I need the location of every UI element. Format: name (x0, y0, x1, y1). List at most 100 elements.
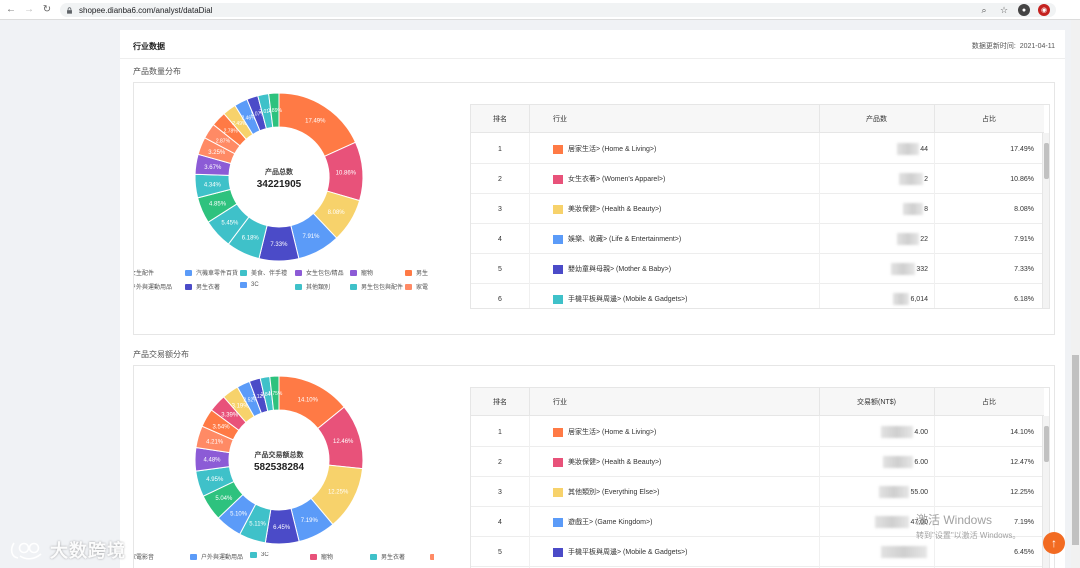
table-row[interactable]: 4 遊戲王> (Game Kingdom>) 47.00 7.19% (471, 507, 1049, 537)
redacted-value (899, 173, 924, 185)
page-scrollbar[interactable] (1071, 20, 1080, 568)
legend-item[interactable]: 男生衣著 (185, 282, 220, 291)
value-visible-text: 22 (920, 235, 928, 243)
legend-item[interactable]: 家電 (405, 282, 428, 291)
industry-color-swatch (553, 264, 563, 274)
value-cell: 4.00 (819, 417, 934, 447)
extension-icon[interactable]: ◉ (1038, 4, 1050, 16)
table-row[interactable]: 2 美妝保健> (Health & Beauty>) 6.00 12.47% (471, 447, 1049, 477)
table-header-cell[interactable]: 排名 (471, 105, 529, 133)
table-row[interactable]: 4 娛樂、收藏> (Life & Entertainment>) 22 7.91% (471, 224, 1049, 254)
table-header-cell[interactable]: 占比 (934, 105, 1044, 133)
table-scrollbar[interactable] (1042, 416, 1049, 568)
rank-cell: 6 (498, 295, 502, 303)
slice-data-label: 3.39% (221, 413, 239, 419)
table-header-cell[interactable]: 产品数 (819, 105, 934, 133)
rank-cell: 1 (498, 428, 502, 436)
redacted-value (893, 293, 910, 305)
slice-data-label: 7.19% (301, 518, 319, 524)
donut-center-value: 582538284 (253, 462, 305, 473)
slice-data-label: 4.95% (206, 477, 224, 483)
legend-item[interactable]: 户外與運動用品 (190, 552, 243, 561)
slice-data-label: 3.67% (204, 165, 222, 171)
value-visible-text: 2 (924, 175, 928, 183)
legend-swatch (350, 283, 357, 290)
legend-item[interactable]: 寵物 (310, 552, 333, 561)
legend-item[interactable]: 美食、伴手禮 (240, 268, 287, 277)
legend-item[interactable]: 其他類別 (295, 282, 330, 291)
page-scrollbar-thumb[interactable] (1072, 355, 1079, 545)
slice-data-label: 8.08% (328, 210, 346, 216)
legend-item[interactable]: 男生包包與配件 (350, 282, 403, 291)
legend-item[interactable]: 汽機車零件百貨 (185, 268, 238, 277)
legend-item[interactable]: 寵物 (350, 268, 373, 277)
legend-item[interactable]: 男生衣著 (370, 552, 405, 561)
legend-item[interactable]: 女生配件 (134, 268, 154, 277)
value-visible-text: 47.00 (910, 518, 928, 526)
redacted-value (875, 516, 910, 528)
slice-data-label: 6.18% (242, 236, 260, 242)
percent-cell: 12.25% (1010, 488, 1034, 496)
table-row[interactable]: 6 手機平板與周邊> (Mobile & Gadgets>) 6,014 6.18% (471, 284, 1049, 308)
reload-icon[interactable]: ↻ (42, 4, 52, 15)
table-row[interactable]: 1 居家生活> (Home & Living>) 44 17.49% (471, 134, 1049, 164)
back-icon[interactable]: ← (6, 4, 16, 15)
update-label: 数据更新时间: (971, 43, 1016, 50)
industry-label: 嬰幼童與母親> (Mother & Baby>) (568, 266, 672, 273)
legend-item[interactable]: 家電影音 (134, 552, 154, 561)
percent-cell: 17.49% (1010, 145, 1034, 153)
legend-swatch (295, 283, 302, 290)
table-row[interactable]: 1 居家生活> (Home & Living>) 4.00 14.10% (471, 417, 1049, 447)
table-row[interactable]: 3 美妝保健> (Health & Beauty>) 8 8.08% (471, 194, 1049, 224)
legend-label: 户外與運動用品 (134, 285, 173, 291)
chart-legend: 家電影音 户外與運動用品 3C 寵物 男生衣著 女生包包/ (134, 552, 434, 568)
forward-icon[interactable]: → (24, 4, 34, 15)
watermark-line2: 转到"设置"以激活 Windows。 (916, 531, 1021, 540)
percent-cell: 7.19% (1014, 518, 1034, 526)
legend-item[interactable]: 户外與運動用品 (134, 282, 172, 291)
table-row[interactable]: 3 其他類別> (Everything Else>) 55.00 12.25% (471, 477, 1049, 507)
table-scrollbar[interactable] (1042, 133, 1049, 308)
column-separator (819, 133, 820, 308)
industry-label: 娛樂、收藏> (Life & Entertainment>) (568, 236, 682, 243)
industry-cell: 遊戲王> (Game Kingdom>) (553, 507, 652, 537)
address-bar[interactable]: shopee.dianba6.com/analyst/dataDial ⌕ ☆ … (60, 3, 1056, 17)
watermark-line1: 激活 Windows (916, 513, 993, 527)
legend-swatch (185, 283, 192, 290)
profile-avatar-icon[interactable]: ● (1018, 4, 1030, 16)
industry-cell: 嬰幼童與母親> (Mother & Baby>) (553, 254, 671, 284)
legend-item[interactable]: 女生包包/ (430, 552, 434, 561)
back-to-top-button[interactable]: ↑ (1043, 532, 1065, 554)
table-row[interactable]: 5 嬰幼童與母親> (Mother & Baby>) 332 7.33% (471, 254, 1049, 284)
value-cell: 47.00 (819, 507, 934, 537)
bookmark-star-icon[interactable]: ☆ (999, 4, 1009, 15)
table-header-cell[interactable]: 占比 (934, 388, 1044, 416)
slice-data-label: 17.49% (305, 119, 326, 125)
table-row[interactable]: 2 女生衣著> (Women's Apparel>) 2 10.86% (471, 164, 1049, 194)
donut-chart-sales: 14.10% 12.46% 12.25% 7.19% 6.45% 5.11%5.10% 5.… (194, 375, 364, 545)
table-header-cell[interactable]: 排名 (471, 388, 529, 416)
table-row[interactable]: 5 手機平板與周邊> (Mobile & Gadgets>) 6.45% (471, 537, 1049, 567)
zoom-icon[interactable]: ⌕ (981, 4, 987, 15)
industry-color-swatch (553, 144, 563, 154)
rank-cell: 4 (498, 518, 502, 526)
donut-chart-count: 17.49% 10.86% 8.08% 7.91% 7.33% 6.18% 5.45% 4.8… (194, 92, 364, 262)
industry-label: 女生衣著> (Women's Apparel>) (568, 176, 666, 183)
legend-item[interactable]: 女生包包/精品 (295, 268, 344, 277)
table-header-cell[interactable]: 行业 (529, 105, 819, 133)
legend-item[interactable]: 3C (250, 552, 269, 558)
table-scrollbar-thumb[interactable] (1044, 426, 1049, 462)
rank-cell: 1 (498, 145, 502, 153)
value-cell: 55.00 (819, 477, 934, 507)
product-sales-table: 排名 行业 交易额(NT$) 占比 1 居家生活> (Home & Living>) 4.0… (470, 387, 1050, 568)
redacted-value (903, 203, 924, 215)
legend-swatch (370, 553, 377, 560)
table-scrollbar-thumb[interactable] (1044, 143, 1049, 179)
industry-label: 手機平板與周邊> (Mobile & Gadgets>) (568, 296, 688, 303)
table-header-cell[interactable]: 交易额(NT$) (819, 388, 934, 416)
value-visible-text: 4.00 (914, 428, 928, 436)
legend-item[interactable]: 3C (240, 282, 259, 288)
redacted-value (897, 143, 920, 155)
legend-item[interactable]: 男生 (405, 268, 428, 277)
table-header-cell[interactable]: 行业 (529, 388, 819, 416)
